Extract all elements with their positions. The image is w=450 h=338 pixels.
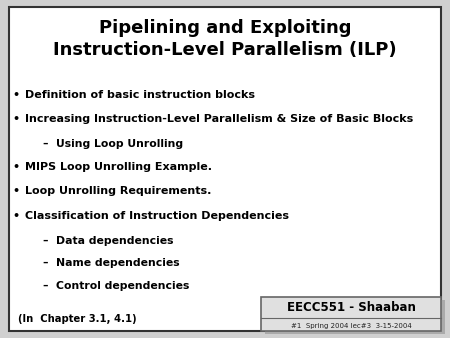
Text: •: • (13, 114, 20, 124)
Text: •: • (13, 211, 20, 221)
FancyBboxPatch shape (261, 297, 441, 331)
Text: Classification of Instruction Dependencies: Classification of Instruction Dependenci… (25, 211, 289, 221)
Text: Increasing Instruction-Level Parallelism & Size of Basic Blocks: Increasing Instruction-Level Parallelism… (25, 114, 413, 124)
Text: Loop Unrolling Requirements.: Loop Unrolling Requirements. (25, 186, 211, 196)
Text: –  Control dependencies: – Control dependencies (43, 281, 189, 291)
Text: MIPS Loop Unrolling Example.: MIPS Loop Unrolling Example. (25, 162, 212, 172)
Text: •: • (13, 90, 20, 100)
Text: #1  Spring 2004 lec#3  3-15-2004: #1 Spring 2004 lec#3 3-15-2004 (291, 323, 411, 329)
Text: (In  Chapter 3.1, 4.1): (In Chapter 3.1, 4.1) (18, 314, 137, 324)
Text: –  Data dependencies: – Data dependencies (43, 236, 173, 246)
Text: •: • (13, 186, 20, 196)
FancyBboxPatch shape (265, 300, 445, 334)
Text: •: • (13, 162, 20, 172)
Text: Pipelining and Exploiting
Instruction-Level Parallelism (ILP): Pipelining and Exploiting Instruction-Le… (53, 19, 397, 59)
Text: –  Name dependencies: – Name dependencies (43, 258, 180, 268)
Text: EECC551 - Shaaban: EECC551 - Shaaban (287, 301, 415, 314)
Text: Definition of basic instruction blocks: Definition of basic instruction blocks (25, 90, 255, 100)
Text: –  Using Loop Unrolling: – Using Loop Unrolling (43, 139, 183, 149)
FancyBboxPatch shape (9, 7, 441, 331)
